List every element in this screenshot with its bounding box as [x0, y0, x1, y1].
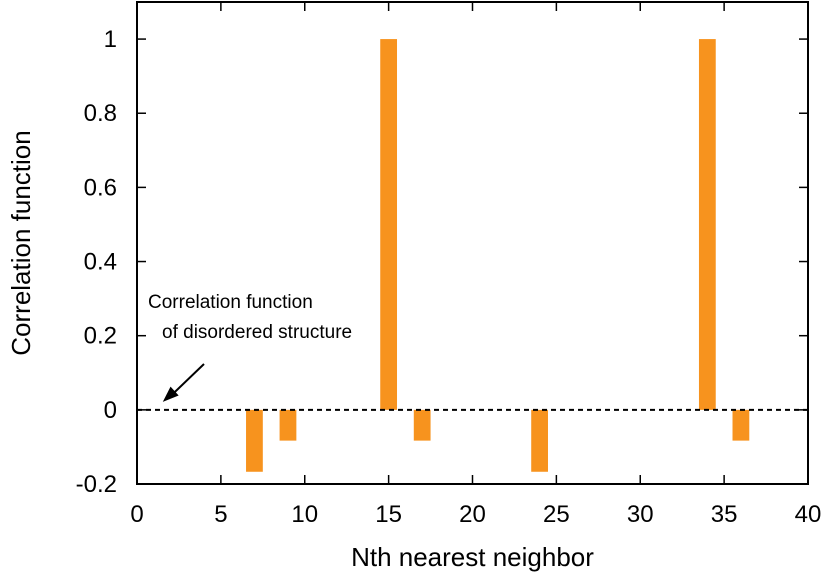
- bar-6: [698, 39, 716, 410]
- y-tick-label: 0.6: [84, 174, 117, 201]
- y-tick-label: 0.2: [84, 323, 117, 350]
- annotation-line-2: of disordered structure: [162, 322, 352, 343]
- bar-2: [279, 409, 297, 441]
- bar-4: [413, 409, 431, 441]
- bars-group: [246, 39, 750, 472]
- x-tick-label: 0: [130, 501, 143, 528]
- x-tick-label: 15: [375, 501, 402, 528]
- y-axis-label: Correlation function: [6, 130, 36, 355]
- y-tick-label: -0.2: [76, 471, 117, 498]
- x-tick-label: 35: [711, 501, 738, 528]
- x-tick-label: 20: [459, 501, 486, 528]
- y-tick-label: 0.4: [84, 249, 117, 276]
- annotation-arrow-head: [162, 386, 179, 402]
- y-tick-label: 0: [104, 397, 117, 424]
- x-tick-label: 10: [291, 501, 318, 528]
- annotation-line-1: Correlation function: [148, 292, 313, 313]
- x-tick-label: 40: [795, 501, 822, 528]
- x-axis-label: Nth nearest neighbor: [351, 542, 594, 572]
- annotation-arrow: [162, 363, 205, 402]
- bar-3: [380, 39, 398, 410]
- y-tick-label: 0.8: [84, 100, 117, 127]
- bar-1: [246, 409, 263, 472]
- bar-7: [732, 409, 750, 441]
- bar-5: [531, 409, 548, 472]
- x-tick-label: 5: [214, 501, 227, 528]
- x-tick-label: 25: [543, 501, 570, 528]
- axis-ticks: 0 5 10 15 20 25 30 35 40 -0.2 0 0.2 0.4 0.6 0.8 1: [76, 2, 822, 528]
- y-tick-label: 1: [104, 26, 117, 53]
- x-tick-label: 30: [627, 501, 654, 528]
- annotation-arrow-shaft: [170, 363, 205, 397]
